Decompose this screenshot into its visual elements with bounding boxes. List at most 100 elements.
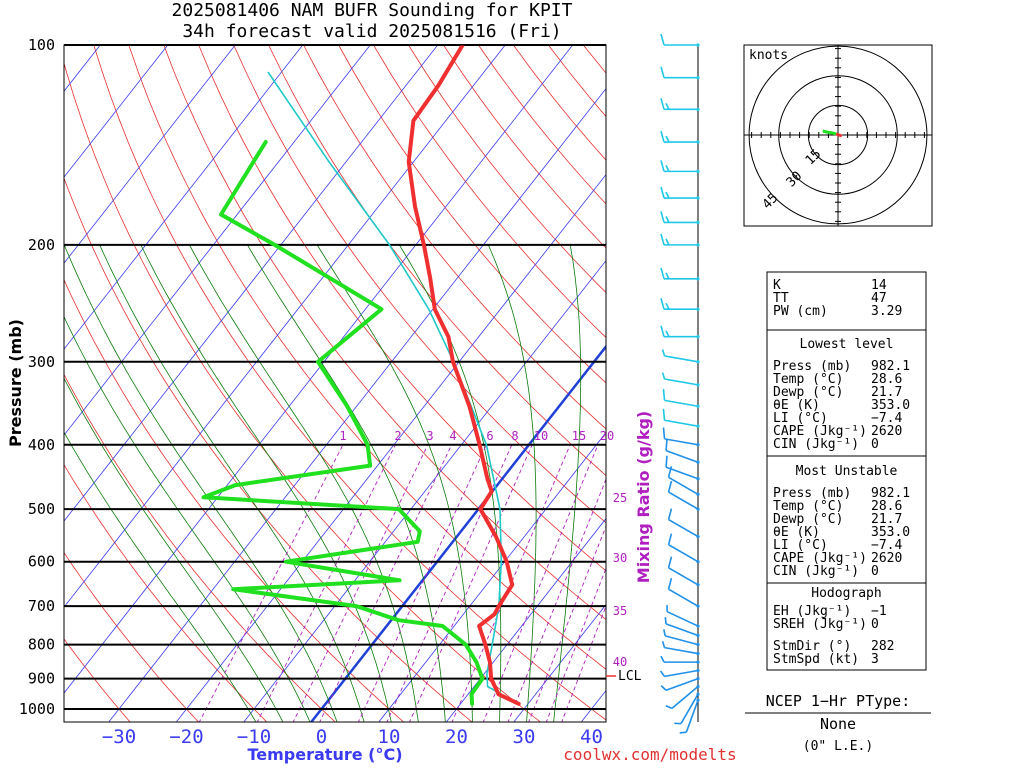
index-top-value: 3.29 xyxy=(871,304,902,319)
mixing-ratio-tick-label: 8 xyxy=(511,429,518,443)
lowest-level-row-value: −7.4 xyxy=(871,411,902,426)
ptype-value: None xyxy=(820,715,856,733)
most-unstable-row-value: 2620 xyxy=(871,551,902,566)
isotherm xyxy=(378,431,606,722)
lowest-level-row-value: 2620 xyxy=(871,424,902,439)
temperature-tick-label: 20 xyxy=(445,726,468,748)
ptype-label: NCEP 1−Hr PType: xyxy=(766,692,911,710)
wind-barb xyxy=(674,692,700,725)
wind-barb xyxy=(660,98,700,111)
most-unstable-row-label: CIN (Jkg⁻¹) xyxy=(773,564,859,579)
pressure-tick-label: 1000 xyxy=(19,700,55,718)
wind-barb xyxy=(665,455,700,481)
hodograph-stats-row-value: 3 xyxy=(871,652,879,667)
wind-barb xyxy=(666,604,700,628)
mixing-ratio-line xyxy=(409,444,533,722)
mixing-ratio-line xyxy=(482,444,599,722)
lowest-level-row-label: CIN (Jkg⁻¹) xyxy=(773,437,859,452)
mixing-ratio-line xyxy=(319,444,453,722)
dry-adiabat xyxy=(128,45,606,670)
dry-adiabat xyxy=(64,373,336,722)
wind-barb xyxy=(660,211,700,225)
pressure-tick-label: 400 xyxy=(28,436,55,454)
wind-barb xyxy=(667,556,700,587)
mixing-ratio-line xyxy=(357,444,487,722)
pressure-tick-label: 300 xyxy=(28,353,55,371)
lowest-level-row-label: LI (°C) xyxy=(773,411,828,426)
index-top-label: K xyxy=(773,278,781,293)
most-unstable-row-label: Dewp (°C) xyxy=(773,512,843,527)
x-axis-label: Temperature (°C) xyxy=(247,745,402,764)
mixing-ratio-tick-label: 35 xyxy=(613,604,627,618)
wind-barb xyxy=(660,233,700,247)
chart-title-line1: 2025081406 NAM BUFR Sounding for KPIT xyxy=(172,0,573,21)
moist-adiabat xyxy=(64,244,338,722)
wind-barb xyxy=(679,698,700,734)
most-unstable-row-label: θE (K) xyxy=(773,525,820,540)
wind-barb xyxy=(667,577,700,608)
isotherm xyxy=(175,173,606,722)
wind-barb xyxy=(660,655,700,664)
lowest-level-row-value: 28.6 xyxy=(871,372,902,387)
isotherm xyxy=(243,259,606,722)
sounding-series xyxy=(201,45,521,706)
lowest-level-row-value: 353.0 xyxy=(871,398,910,413)
dry-adiabat xyxy=(64,638,131,722)
lowest-level-header: Lowest level xyxy=(800,337,894,352)
mixing-ratio-line xyxy=(561,604,606,722)
pressure-tick-label: 600 xyxy=(28,553,55,571)
hodograph-trace xyxy=(822,129,837,136)
wind-barb xyxy=(661,372,700,387)
index-top-value: 14 xyxy=(871,278,887,293)
mixing-ratio-tick-label: 10 xyxy=(534,429,548,443)
wind-barb xyxy=(665,439,700,464)
moist-adiabat xyxy=(553,244,582,722)
y-axis-label: Pressure (mb) xyxy=(6,319,25,447)
lowest-level-row-label: Press (mb) xyxy=(773,359,851,374)
mixing-ratio-line xyxy=(451,444,571,722)
chart-title-line2: 34h forecast valid 2025081516 (Fri) xyxy=(182,21,561,42)
pressure-tick-label: 900 xyxy=(28,670,55,688)
temperature-tick-label: 10 xyxy=(378,726,401,748)
mixing-ratio-line xyxy=(528,525,606,722)
wind-barb xyxy=(662,388,700,408)
pressure-tick-label: 500 xyxy=(28,500,55,518)
isobars xyxy=(64,44,606,710)
pressure-tick-labels: 100 200 300 400 500 600 700 800 900 1000 xyxy=(19,36,55,718)
hodograph-stats-row-label: StmDir (°) xyxy=(773,639,851,654)
wind-barb xyxy=(660,66,700,80)
wind-barb xyxy=(660,325,700,339)
dry-adiabat xyxy=(64,61,541,722)
moist-adiabat xyxy=(316,244,473,722)
wind-barb xyxy=(660,130,700,144)
mixing-ratio-tick-label: 20 xyxy=(600,429,614,443)
most-unstable-row-label: CAPE (Jkg⁻¹) xyxy=(773,551,867,566)
mixing-ratio-labels: 1 2 3 4 6 8 10 15 20 25 30 35 40 xyxy=(339,429,627,669)
lowest-level-row-label: Dewp (°C) xyxy=(773,385,843,400)
moist-adiabat xyxy=(64,377,284,722)
dry-adiabat xyxy=(373,45,606,339)
wind-barb xyxy=(667,533,700,564)
wind-barb xyxy=(667,508,700,539)
mixing-ratio-tick-label: 15 xyxy=(572,429,586,443)
index-top-label: PW (cm) xyxy=(773,304,828,319)
most-unstable-row-value: 982.1 xyxy=(871,486,910,501)
moist-adiabat xyxy=(64,431,257,722)
hodograph-trace-low xyxy=(835,132,843,138)
hodograph-stats-row-label: SREH (Jkg⁻¹) xyxy=(773,617,867,632)
lcl-label: LCL xyxy=(618,669,642,684)
wind-barb xyxy=(667,466,700,496)
wind-barb xyxy=(662,427,700,447)
mixing-ratio-line xyxy=(507,478,606,722)
index-top-value: 47 xyxy=(871,291,887,306)
wind-barb xyxy=(661,640,700,656)
isotherm xyxy=(64,45,506,608)
dry-adiabat xyxy=(338,45,606,384)
moist-adiabat xyxy=(140,244,392,722)
mixing-ratio-tick-label: 3 xyxy=(426,429,433,443)
lowest-level-row-value: 21.7 xyxy=(871,385,902,400)
wind-barb xyxy=(665,684,700,710)
wind-barb xyxy=(667,480,700,511)
hodograph-stats-row-label: EH (Jkg⁻¹) xyxy=(773,604,851,619)
